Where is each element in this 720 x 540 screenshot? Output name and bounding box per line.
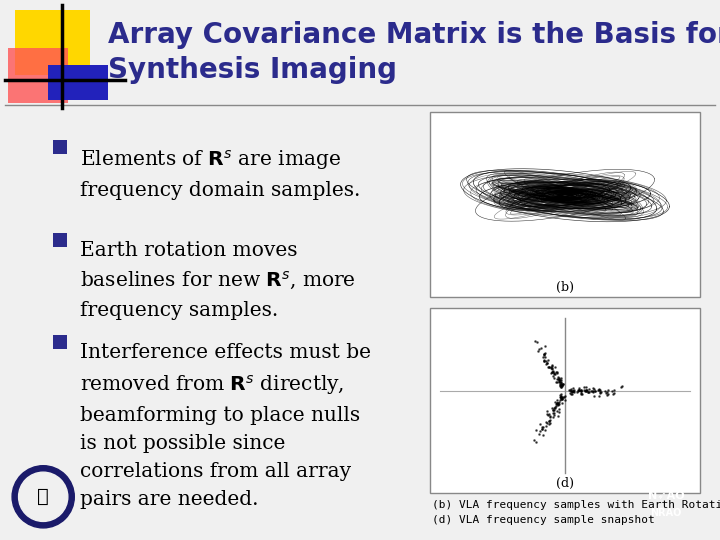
Circle shape xyxy=(12,465,74,528)
Circle shape xyxy=(19,472,68,522)
Text: Synthesis Imaging: Synthesis Imaging xyxy=(108,56,397,84)
Text: Interference effects must be
removed from $\mathbf{R}^s$ directly,
beamforming t: Interference effects must be removed fro… xyxy=(80,343,371,509)
Text: N➶AO: N➶AO xyxy=(648,491,684,501)
Text: Earth rotation moves
baselines for new $\mathbf{R}^s$, more
frequency samples.: Earth rotation moves baselines for new $… xyxy=(80,241,356,320)
Text: Array Covariance Matrix is the Basis for: Array Covariance Matrix is the Basis for xyxy=(108,21,720,49)
Bar xyxy=(53,233,67,247)
Text: 🔭: 🔭 xyxy=(37,487,49,507)
Bar xyxy=(15,10,90,75)
Bar xyxy=(48,65,108,100)
Bar xyxy=(8,48,68,103)
Text: Elements of $\mathbf{R}^s$ are image
frequency domain samples.: Elements of $\mathbf{R}^s$ are image fre… xyxy=(80,148,361,200)
Text: (d): (d) xyxy=(556,476,574,489)
Text: (b) VLA frequency samples with Earth Rotation
(d) VLA frequency sample snapshot: (b) VLA frequency samples with Earth Rot… xyxy=(432,500,720,525)
Bar xyxy=(430,308,700,493)
Text: NRAO: NRAO xyxy=(650,508,682,518)
Bar xyxy=(430,112,700,297)
Bar xyxy=(53,140,67,154)
Text: (b): (b) xyxy=(556,280,574,294)
Bar xyxy=(53,335,67,349)
